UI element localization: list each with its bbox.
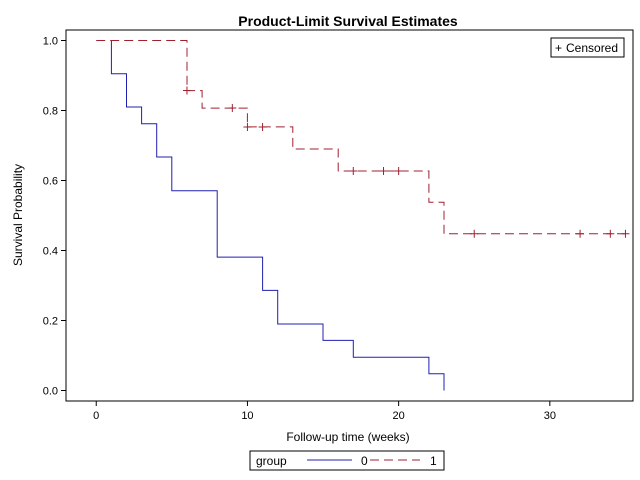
group-legend: group 0 1 [249, 450, 445, 471]
censored-mark [576, 229, 585, 238]
censored-mark [349, 167, 358, 176]
x-axis: 0 10 20 30 [93, 401, 556, 422]
censored-mark [258, 122, 267, 131]
x-tick-label: 30 [544, 410, 556, 422]
legend-label-group-0: 0 [361, 454, 368, 468]
censored-mark [379, 167, 388, 176]
censored-mark [394, 167, 403, 176]
y-tick-label: 0.4 [43, 246, 58, 258]
y-tick-label: 0.8 [43, 106, 58, 118]
x-tick-label: 20 [393, 410, 405, 422]
censored-mark [606, 229, 615, 238]
y-tick-label: 1.0 [43, 36, 58, 48]
y-axis: 0.0 0.2 0.4 0.6 0.8 1.0 [43, 36, 66, 398]
legend-label-group-1: 1 [430, 454, 437, 468]
censored-mark [621, 229, 630, 238]
plot-frame [65, 29, 634, 402]
group-legend-title: group [256, 454, 287, 468]
y-axis-label: Survival Probability [11, 164, 25, 266]
survival-curves [96, 40, 626, 391]
censored-legend-box [550, 37, 625, 58]
censored-label: Censored [566, 41, 618, 55]
y-tick-label: 0.6 [43, 176, 58, 188]
y-tick-label: 0.0 [43, 386, 58, 398]
censored-mark [182, 86, 191, 95]
survival-curve-group-1 [96, 40, 626, 235]
survival-curve-group-0 [110, 40, 445, 391]
censored-mark [470, 229, 479, 238]
x-tick-label: 10 [241, 410, 253, 422]
chart-title: Product-Limit Survival Estimates [238, 13, 458, 29]
censored-legend: + Censored [550, 37, 625, 58]
x-axis-label: Follow-up time (weeks) [286, 430, 409, 444]
censored-symbol: + [555, 41, 562, 55]
censored-mark [243, 122, 252, 131]
censored-mark [228, 104, 237, 113]
x-tick-label: 0 [93, 410, 99, 422]
censored-marks [182, 86, 630, 238]
y-tick-label: 0.2 [43, 316, 58, 328]
